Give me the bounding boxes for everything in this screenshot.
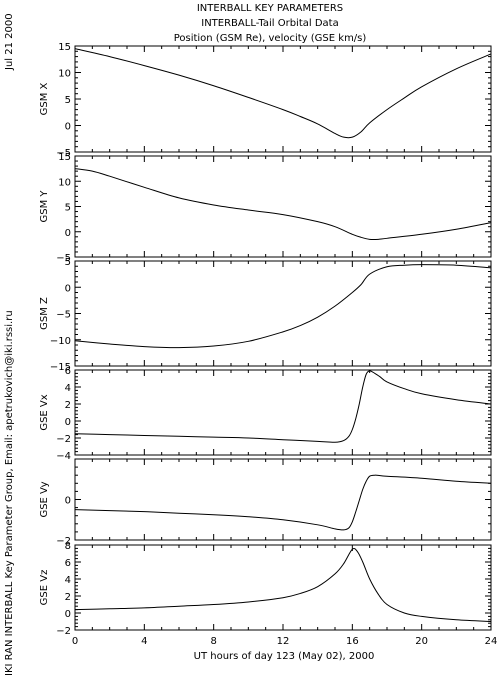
y-tick-label: 4 [65,383,71,394]
y-axis-label: GSM X [39,82,50,115]
y-tick-label: −10 [50,336,71,347]
y-tick-label: 0 [65,122,71,133]
panel-1: −5 0 5 10 15 GSM X [39,42,492,159]
panel-4: −4 −2 0 2 4 6 GSE Vx [39,366,492,462]
y-tick-label: 10 [58,177,71,188]
y-axis-label: GSE Vx [39,394,50,430]
y-tick-label: −2 [56,536,71,547]
y-tick-label: −5 [56,310,71,321]
panel-frame [74,458,492,541]
y-tick-label: −2 [56,626,71,637]
y-tick-label: −5 [56,148,71,159]
y-axis-label: GSM Z [39,297,50,330]
y-tick-label: 6 [65,366,71,377]
y-tick-label: 5 [65,203,71,214]
y-tick-label: 4 [65,575,71,586]
credit-text: IKI RAN INTERBALL Key Parameter Group, E… [4,310,15,676]
panels-group: −5 0 5 10 15 GSM X −5 0 5 10 15 GSM Y −15 −10 −5 0 5 GSM … [39,42,497,647]
y-tick-label: 5 [65,257,71,268]
x-axis-label: UT hours of day 123 (May 02), 2000 [194,651,375,662]
title-line-3: Position (GSM Re), velocity (GSE km/s) [174,33,367,44]
y-tick-label: 15 [58,42,71,53]
panel-3: −15 −10 −5 0 5 GSM Z [39,257,492,373]
series-line-5 [74,474,492,531]
y-axis-label: GSE Vy [39,481,50,517]
y-tick-label: 2 [65,400,71,411]
series-line-4 [74,370,492,443]
y-tick-label: −5 [56,253,71,264]
y-tick-label: 0 [65,283,71,294]
panel-frame [74,369,492,456]
y-tick-label: −4 [56,451,71,462]
title-line-2: INTERBALL-Tail Orbital Data [201,18,338,29]
panel-frame [74,45,492,153]
y-axis-label: GSE Vz [39,570,50,606]
x-tick-label: 4 [141,636,147,647]
series-line-2 [74,168,492,241]
series-line-6 [74,548,492,622]
y-tick-label: 2 [65,592,71,603]
y-tick-label: 0 [65,609,71,620]
panel-frame [74,155,492,258]
series-line-1 [74,48,492,139]
panel-frame [74,260,492,367]
series-line-3 [74,264,492,349]
y-tick-label: −15 [50,362,71,373]
title-line-1: INTERBALL KEY PARAMETERS [197,3,343,14]
y-tick-label: 15 [58,152,71,163]
y-tick-label: 0 [65,496,71,507]
y-tick-label: 8 [65,541,71,552]
y-tick-label: 10 [58,69,71,80]
date-stamp: Jul 21 2000 [4,13,15,71]
y-tick-label: −2 [56,434,71,445]
x-tick-label: 20 [415,636,428,647]
panel-5: −2 0 GSE Vy [39,458,492,547]
panel-2: −5 0 5 10 15 GSM Y [39,152,492,264]
x-tick-label: 24 [485,636,498,647]
y-axis-label: GSM Y [39,190,50,223]
x-tick-label: 16 [346,636,359,647]
x-tick-label: 0 [72,636,78,647]
y-tick-label: 5 [65,95,71,106]
x-tick-label: 12 [277,636,290,647]
y-tick-label: 0 [65,228,71,239]
y-tick-label: 6 [65,558,71,569]
y-tick-label: 0 [65,417,71,428]
x-tick-label: 8 [210,636,216,647]
